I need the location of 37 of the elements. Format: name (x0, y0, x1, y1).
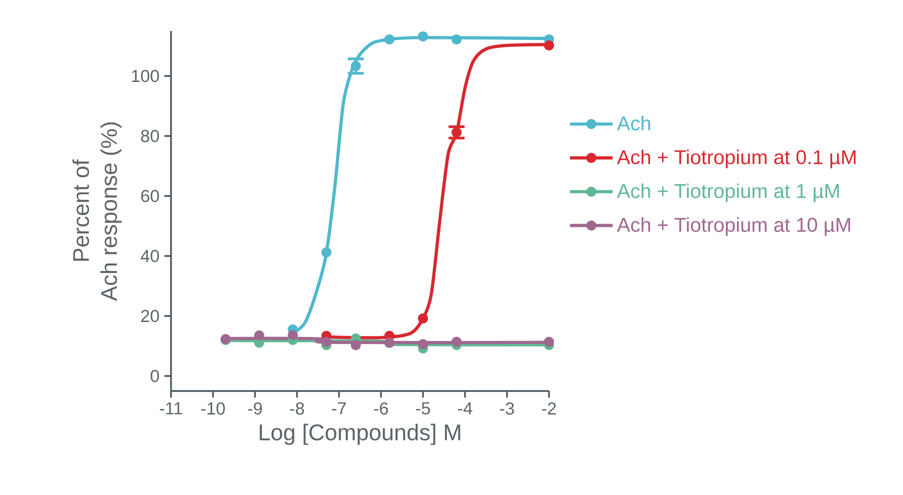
point (384, 34, 394, 44)
x-tick-label: -7 (332, 402, 346, 414)
x-tick-label: -9 (248, 402, 262, 415)
y-tick-label: 40 (140, 250, 159, 262)
point (452, 336, 462, 347)
legend-label: Ach + Tiotropium at 1 µM (616, 183, 839, 202)
point (321, 247, 332, 258)
y-tick-label: 20 (141, 310, 159, 322)
point (452, 127, 462, 138)
x-tick-label: -6 (374, 402, 388, 415)
legend-label: Ach + Tiotropium at 0.1 µM (616, 150, 856, 168)
x-tick-label: -10 (201, 402, 225, 415)
point (452, 34, 462, 44)
point (350, 340, 361, 350)
point (544, 40, 554, 50)
y-tick-label: 100 (132, 70, 159, 82)
x-axis-title: Log [Compounds] M (260, 424, 460, 445)
point (254, 330, 264, 341)
x-tick-label: -2 (542, 402, 556, 414)
y-tick-label: 0 (150, 370, 159, 382)
point (418, 339, 428, 350)
x-tick-label: -11 (160, 402, 182, 414)
point (544, 336, 554, 347)
x-tick-label: -3 (500, 402, 514, 415)
point (418, 31, 428, 42)
point (350, 61, 361, 72)
point (288, 330, 298, 340)
x-tick-label: -5 (416, 402, 430, 414)
x-tick-label: -4 (458, 402, 472, 414)
y-axis-title: Percent of Ach response (%) (72, 122, 122, 302)
point (321, 336, 332, 347)
legend-label: Ach (616, 116, 650, 130)
y-tick-label: 60 (141, 190, 159, 202)
y-tick-label: 80 (141, 130, 159, 142)
x-tick-label: -8 (290, 402, 304, 415)
legend-label: Ach + Tiotropium at 10 µM (616, 217, 850, 236)
point (418, 313, 428, 324)
